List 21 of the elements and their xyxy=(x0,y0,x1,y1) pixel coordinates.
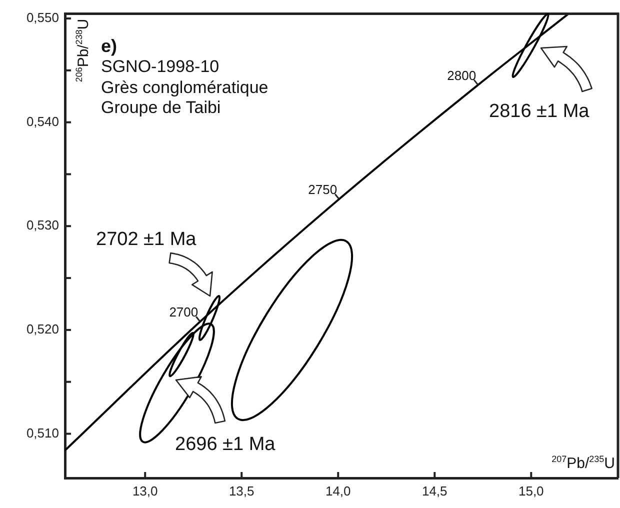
x-tick-label: 14,0 xyxy=(325,483,351,498)
y-axis-title: 206Pb/238U xyxy=(74,18,92,82)
annotation: 2700 xyxy=(169,304,198,320)
annotation: SGNO-1998-10 xyxy=(101,57,220,76)
annotation: Grès conglomératique xyxy=(101,78,268,97)
annotation: 2800 xyxy=(447,68,476,83)
x-tick-label: 14,5 xyxy=(422,483,448,498)
annotation: 2702 ±1 Ma xyxy=(96,229,197,250)
annotation: 2750 xyxy=(308,182,338,198)
annotation: 2816 ±1 Ma xyxy=(489,101,590,122)
y-tick-label: 0,520 xyxy=(26,322,59,337)
x-tick-label: 15,0 xyxy=(518,483,544,498)
text: e) xyxy=(101,36,118,56)
x-tick-label: 13,5 xyxy=(228,483,254,498)
x-tick-label: 13,0 xyxy=(132,483,158,498)
y-tick-label: 0,530 xyxy=(26,218,59,233)
annotation: Groupe de Taibi xyxy=(101,98,221,117)
y-tick-label: 0,510 xyxy=(26,425,59,440)
y-tick-label: 0,540 xyxy=(26,114,59,129)
y-tick-label: 0,550 xyxy=(26,10,59,26)
annotation: 2696 ±1 Ma xyxy=(175,434,276,455)
